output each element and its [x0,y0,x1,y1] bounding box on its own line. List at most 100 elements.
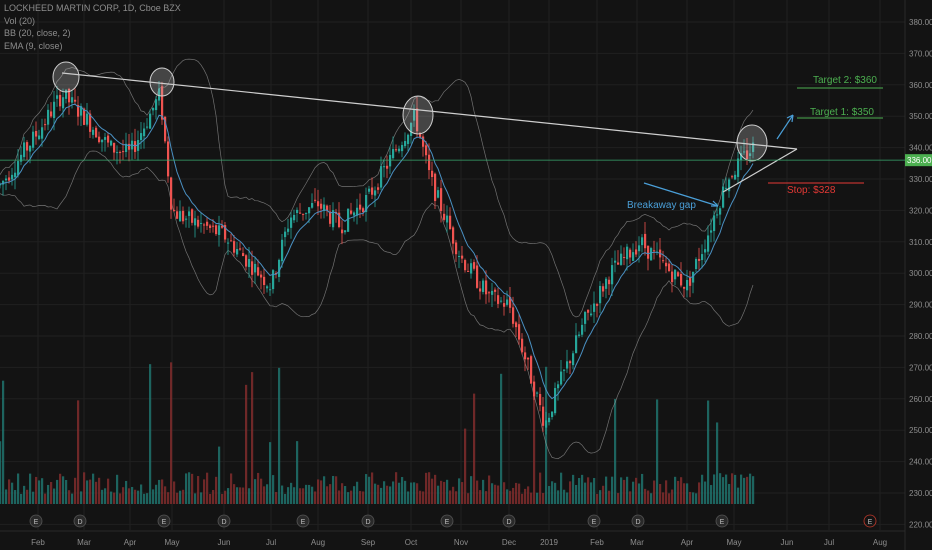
candle-body [170,177,173,210]
volume-bar [206,472,209,504]
event-marker-letter: D [365,519,370,526]
time-tick-label: Jul [266,538,276,547]
candle-body [542,406,545,426]
drawing-overlay: Target 2: $360 Target 1: $350 Stop: $328 Br… [52,61,883,211]
candle-body [434,173,437,201]
candle-body [674,269,677,280]
volume-bar [506,489,509,504]
volume-bar [593,477,596,504]
candle-body [197,219,200,227]
legend-ema[interactable]: EMA (9, close) [4,40,63,51]
target-2-annotation: Target 2: $360 [797,75,883,89]
legend-volume[interactable]: Vol (20) [4,15,36,26]
volume-bar [683,483,686,504]
candle-body [203,224,206,226]
candle-body [515,322,518,328]
candle-body [560,371,563,385]
candle-body [629,249,632,258]
volume-bar [644,488,647,504]
candle-body [503,303,506,307]
time-tick-label: Jul [824,538,834,547]
candle-body [281,239,284,262]
event-marker-circle [631,514,645,528]
time-tick-label: Jun [781,538,794,547]
volume-bar [527,486,530,504]
candle-body [245,255,248,267]
candle-body [476,265,479,288]
volume-bar [443,481,446,504]
volume-bar [50,481,53,504]
volume-bar [362,491,365,504]
candle-body [428,154,431,171]
peak-highlight-circle [402,95,434,135]
price-tick-label: 300.00 [909,269,932,278]
candle-body [734,174,737,180]
candle-body [209,225,212,228]
candle-body [407,134,410,144]
candle-body [53,101,56,119]
event-marker: D [73,514,87,528]
candle-body [419,132,422,138]
legend-bollinger[interactable]: BB (20, close, 2) [4,28,71,38]
breakaway-gap-label: Breakaway gap [627,200,696,211]
volume-bar [635,477,638,504]
candle-body [749,153,752,156]
volume-bar [383,481,386,504]
volume-bar [344,486,347,504]
time-tick-label: Sep [361,538,376,547]
current-price-badge [905,154,932,167]
volume-bar [620,477,623,504]
candle-body [467,270,470,272]
candle-body [161,86,164,120]
candle-body [569,361,572,364]
volume-bar [641,473,644,504]
volume-bar [488,475,491,504]
volume-bar [422,491,425,504]
candle-body [725,187,728,189]
candle-body [737,158,740,177]
candle-body [347,208,350,232]
ema-9-line [0,103,754,400]
legend-symbol[interactable]: LOCKHEED MARTIN CORP, 1D, Cboe BZX [4,3,181,13]
time-axis[interactable]: Feb Mar Apr May Jun Jul Aug Sep Oct Nov Dec 2019 Feb… [0,530,905,547]
event-marker-circle [440,514,454,528]
candle-body [731,176,734,178]
candle-body [617,262,620,265]
candle-body [473,262,476,269]
volume-bar [86,480,89,504]
volume-bar [482,479,485,504]
indicator-legend: LOCKHEED MARTIN CORP, 1D, Cboe BZX Vol (… [4,2,181,52]
candle-body [386,165,389,169]
price-tick-label: 250.00 [909,426,932,435]
volume-bar [185,473,188,504]
volume-bar [590,482,593,504]
volume-bar [698,482,701,504]
time-tick-label: Mar [77,538,91,547]
time-tick-label: Oct [405,538,418,547]
event-marker: E [587,514,601,528]
volume-bar [476,480,479,504]
volume-bar [245,384,248,504]
candle-body [422,136,425,147]
candle-body [224,225,227,240]
volume-bar [290,482,293,504]
candle-body [635,249,638,255]
volume-bar [395,472,398,504]
candle-body [137,140,140,151]
candle-body [242,253,245,257]
volume-bar [329,484,332,504]
candle-body [41,127,44,139]
price-tick-label: 280.00 [909,332,932,341]
volume-bar [320,480,323,504]
volume-bar [257,472,260,504]
candle-body [56,95,59,99]
volume-bar [752,476,755,504]
candle-body [38,135,41,140]
event-marker: E [863,514,877,528]
candle-body [551,411,554,417]
candle-body [395,149,398,151]
volume-bar [29,473,32,504]
time-tick-label: May [164,538,179,547]
